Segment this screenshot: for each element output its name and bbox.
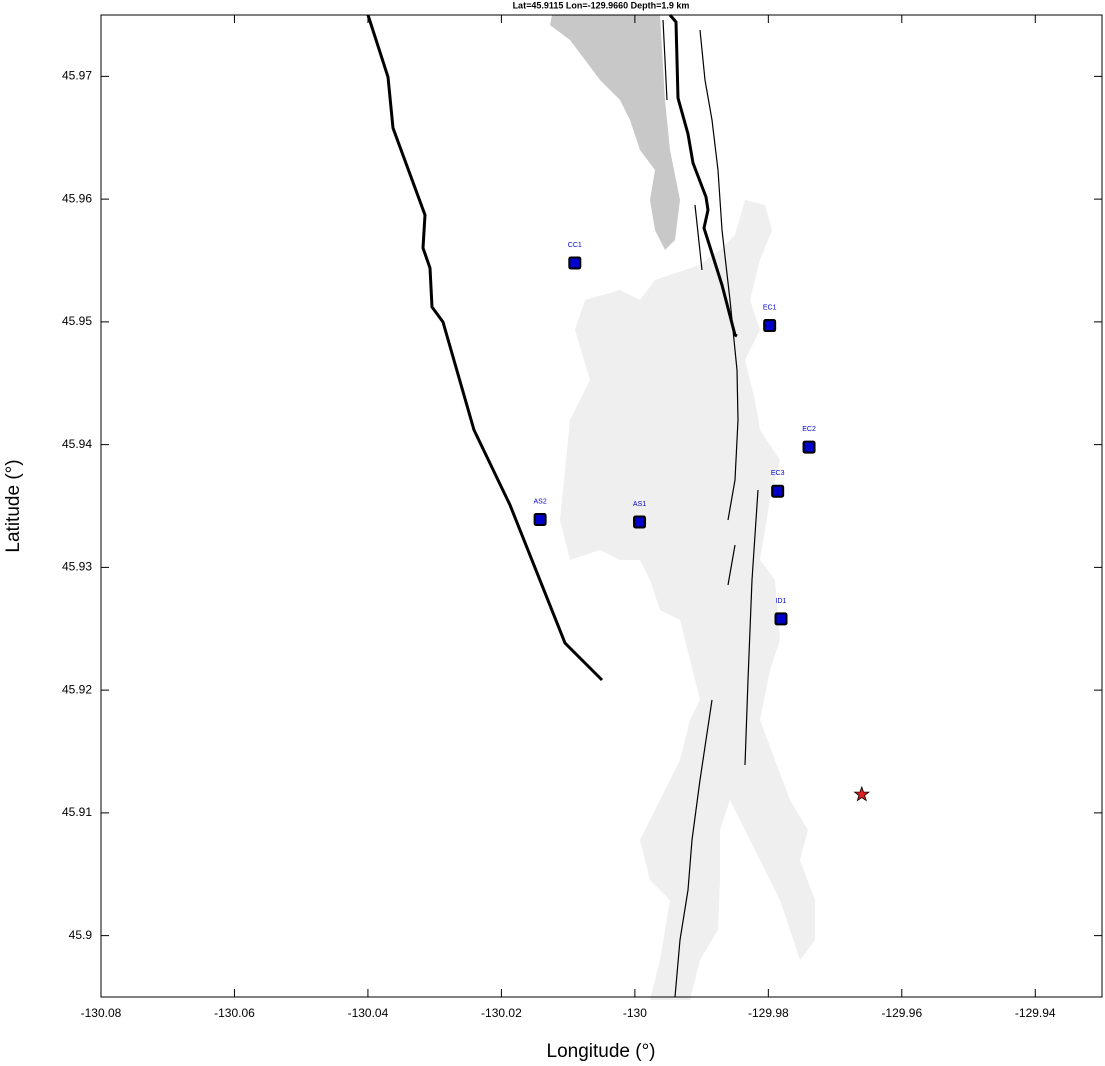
x-tick-label: -130.02 xyxy=(481,1006,522,1020)
y-tick-label: 45.97 xyxy=(62,69,92,83)
x-tick-label: -129.94 xyxy=(1015,1006,1056,1020)
caldera-rim xyxy=(668,14,738,338)
x-tick-label: -129.98 xyxy=(748,1006,789,1020)
light-terrain xyxy=(560,200,815,1000)
fissure xyxy=(727,544,736,586)
x-tick-label: -130 xyxy=(623,1006,647,1020)
station-label: EC1 xyxy=(763,304,777,311)
y-tick-label: 45.9 xyxy=(69,928,93,942)
fissure xyxy=(694,204,703,271)
x-tick-label: -130.04 xyxy=(348,1006,389,1020)
y-tick-label: 45.92 xyxy=(62,682,92,696)
y-tick-label: 45.95 xyxy=(62,314,92,328)
station-label: AS2 xyxy=(533,498,546,505)
station-marker xyxy=(802,440,816,454)
x-tick-label: -130.08 xyxy=(81,1006,122,1020)
event-star xyxy=(853,785,871,802)
fissure xyxy=(699,29,739,521)
plot-frame xyxy=(100,14,1103,998)
y-axis-label: Latitude (°) xyxy=(3,459,24,552)
y-tick-label: 45.94 xyxy=(62,437,92,451)
station-marker xyxy=(771,484,785,498)
fissure xyxy=(744,489,759,766)
caldera-rim xyxy=(366,14,604,682)
station-label: CC1 xyxy=(568,242,582,249)
station-marker xyxy=(763,319,777,333)
y-tick-label: 45.91 xyxy=(62,805,92,819)
station-label: EC2 xyxy=(802,426,816,433)
x-tick-label: -130.06 xyxy=(214,1006,255,1020)
station-marker xyxy=(774,612,788,626)
chart-title: Lat=45.9115 Lon=-129.9660 Depth=1.9 km xyxy=(513,0,690,10)
station-label: ID1 xyxy=(776,598,787,605)
station-marker xyxy=(633,515,647,529)
map-background xyxy=(366,14,815,1000)
station-marker xyxy=(568,256,582,270)
y-tick-label: 45.96 xyxy=(62,191,92,205)
x-tick-label: -129.96 xyxy=(881,1006,922,1020)
fissure xyxy=(674,699,713,998)
y-tick-label: 45.93 xyxy=(62,560,92,574)
dark-terrain xyxy=(550,15,680,250)
station-marker xyxy=(533,513,547,527)
x-axis-label: Longitude (°) xyxy=(547,1041,656,1062)
fissure xyxy=(662,19,668,101)
station-label: AS1 xyxy=(633,501,646,508)
station-label: EC3 xyxy=(771,470,785,477)
